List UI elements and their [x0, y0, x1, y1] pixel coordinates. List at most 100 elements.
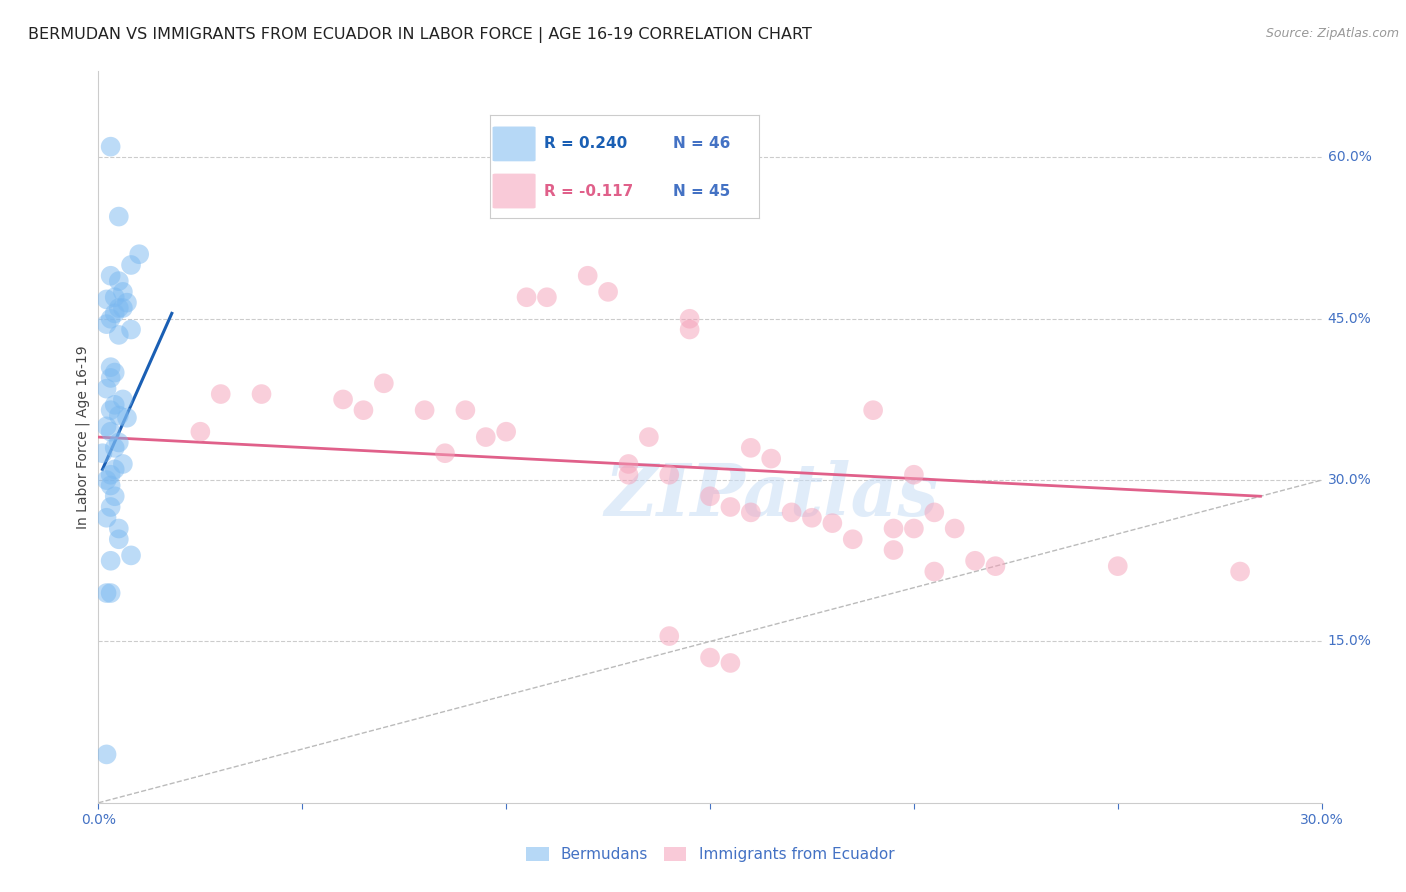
Point: [91, 446, 114, 460]
Point: [128, 247, 150, 261]
Point: [108, 327, 131, 342]
Point: [100, 360, 122, 375]
Point: [104, 441, 127, 455]
Point: [111, 301, 134, 315]
Point: [108, 409, 131, 423]
Point: [96, 293, 118, 307]
Point: [96, 510, 118, 524]
Point: [111, 457, 134, 471]
Point: [903, 521, 925, 535]
Point: [100, 268, 122, 283]
Point: [454, 403, 477, 417]
Text: N = 46: N = 46: [673, 136, 730, 152]
Point: [100, 467, 122, 482]
Point: [883, 521, 905, 535]
Point: [637, 430, 661, 444]
Text: R = 0.240: R = 0.240: [544, 136, 627, 152]
Point: [536, 290, 558, 304]
Point: [617, 467, 640, 482]
Point: [862, 403, 884, 417]
Point: [780, 505, 803, 519]
Point: [943, 521, 966, 535]
Point: [250, 387, 273, 401]
Point: [100, 586, 122, 600]
Text: BERMUDAN VS IMMIGRANTS FROM ECUADOR IN LABOR FORCE | AGE 16-19 CORRELATION CHART: BERMUDAN VS IMMIGRANTS FROM ECUADOR IN L…: [28, 27, 813, 43]
FancyBboxPatch shape: [492, 174, 536, 209]
Point: [984, 559, 1007, 574]
Point: [100, 139, 122, 153]
Point: [1229, 565, 1251, 579]
Point: [332, 392, 354, 407]
FancyBboxPatch shape: [492, 127, 536, 161]
Y-axis label: In Labor Force | Age 16-19: In Labor Force | Age 16-19: [76, 345, 90, 529]
Point: [100, 371, 122, 385]
Point: [96, 419, 118, 434]
Point: [903, 467, 925, 482]
Text: 45.0%: 45.0%: [1327, 312, 1371, 326]
Point: [100, 403, 122, 417]
Point: [108, 533, 131, 547]
Point: [699, 489, 721, 503]
Point: [679, 311, 702, 326]
Point: [965, 554, 987, 568]
Point: [108, 301, 131, 315]
Point: [761, 451, 783, 466]
Point: [598, 285, 620, 299]
Point: [100, 425, 122, 439]
Point: [96, 317, 118, 331]
Point: [120, 322, 142, 336]
Point: [100, 500, 122, 514]
Point: [104, 489, 127, 503]
Point: [104, 306, 127, 320]
Point: [96, 586, 118, 600]
Point: [434, 446, 457, 460]
Point: [718, 500, 742, 514]
Text: ZIPatlas: ZIPatlas: [605, 460, 938, 531]
Point: [679, 322, 702, 336]
Text: Source: ZipAtlas.com: Source: ZipAtlas.com: [1265, 27, 1399, 40]
Point: [115, 410, 138, 425]
Point: [413, 403, 436, 417]
Legend: Bermudans, Immigrants from Ecuador: Bermudans, Immigrants from Ecuador: [520, 841, 900, 868]
Point: [108, 521, 131, 535]
Point: [111, 392, 134, 407]
Point: [740, 505, 762, 519]
Text: 15.0%: 15.0%: [1327, 634, 1372, 648]
Point: [801, 510, 824, 524]
Point: [495, 425, 517, 439]
Point: [96, 382, 118, 396]
Point: [576, 268, 599, 283]
Point: [108, 435, 131, 450]
Point: [1107, 559, 1129, 574]
Point: [841, 533, 863, 547]
Point: [740, 441, 762, 455]
Text: 30.0%: 30.0%: [1327, 473, 1371, 487]
Point: [352, 403, 374, 417]
Point: [115, 295, 138, 310]
Point: [100, 554, 122, 568]
Point: [120, 549, 142, 563]
Point: [104, 290, 127, 304]
Point: [111, 285, 134, 299]
Point: [209, 387, 232, 401]
Point: [617, 457, 640, 471]
Point: [104, 462, 127, 476]
Point: [922, 505, 945, 519]
Point: [104, 366, 127, 380]
Point: [658, 629, 681, 643]
Point: [373, 376, 395, 391]
Point: [100, 478, 122, 492]
Point: [120, 258, 142, 272]
Text: R = -0.117: R = -0.117: [544, 184, 633, 199]
Point: [658, 467, 681, 482]
Point: [821, 516, 844, 530]
Point: [922, 565, 945, 579]
Point: [96, 747, 118, 762]
Point: [108, 210, 131, 224]
Point: [100, 311, 122, 326]
Point: [104, 398, 127, 412]
Point: [108, 274, 131, 288]
Text: N = 45: N = 45: [673, 184, 730, 199]
Point: [699, 650, 721, 665]
Text: 60.0%: 60.0%: [1327, 151, 1372, 164]
